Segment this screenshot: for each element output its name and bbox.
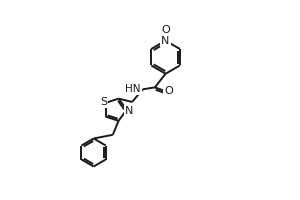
Text: O: O: [161, 25, 170, 35]
Text: S: S: [100, 97, 107, 107]
Text: N: N: [124, 106, 133, 116]
Text: O: O: [164, 86, 173, 96]
Text: HN: HN: [125, 84, 141, 94]
Text: N: N: [161, 36, 170, 46]
